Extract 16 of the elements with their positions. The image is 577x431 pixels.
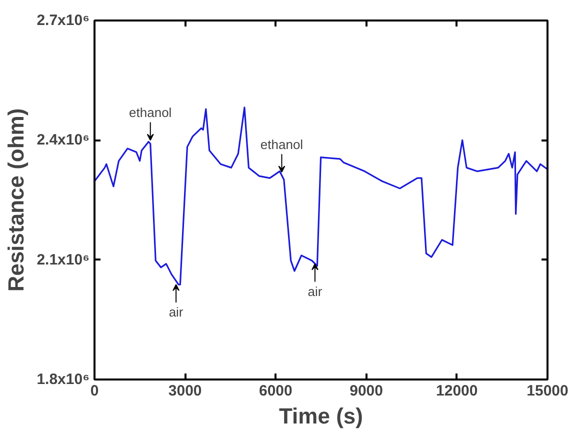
x-tick-label: 9000 [350,382,383,400]
x-tick-label: 0 [90,382,99,400]
y-tick-label: 2.4x10⁶ [36,132,90,149]
y-tick-label: 1.8x10⁶ [36,371,90,388]
x-tick-label: 12000 [436,382,478,400]
x-tick-label: 15000 [526,382,568,400]
y-tick-label: 2.7x10⁶ [36,12,90,29]
x-tick-label: 3000 [168,382,202,400]
annotation: ethanol [129,105,172,120]
y-axis-title: Resistance (ohm) [4,108,29,292]
annotation: air [308,284,323,299]
x-axis-title: Time (s) [279,404,363,428]
x-tick-label: 6000 [259,382,292,400]
annotation: air [168,304,184,320]
annotation: ethanol [260,137,304,152]
y-tick-label: 2.1x10⁶ [36,251,90,268]
